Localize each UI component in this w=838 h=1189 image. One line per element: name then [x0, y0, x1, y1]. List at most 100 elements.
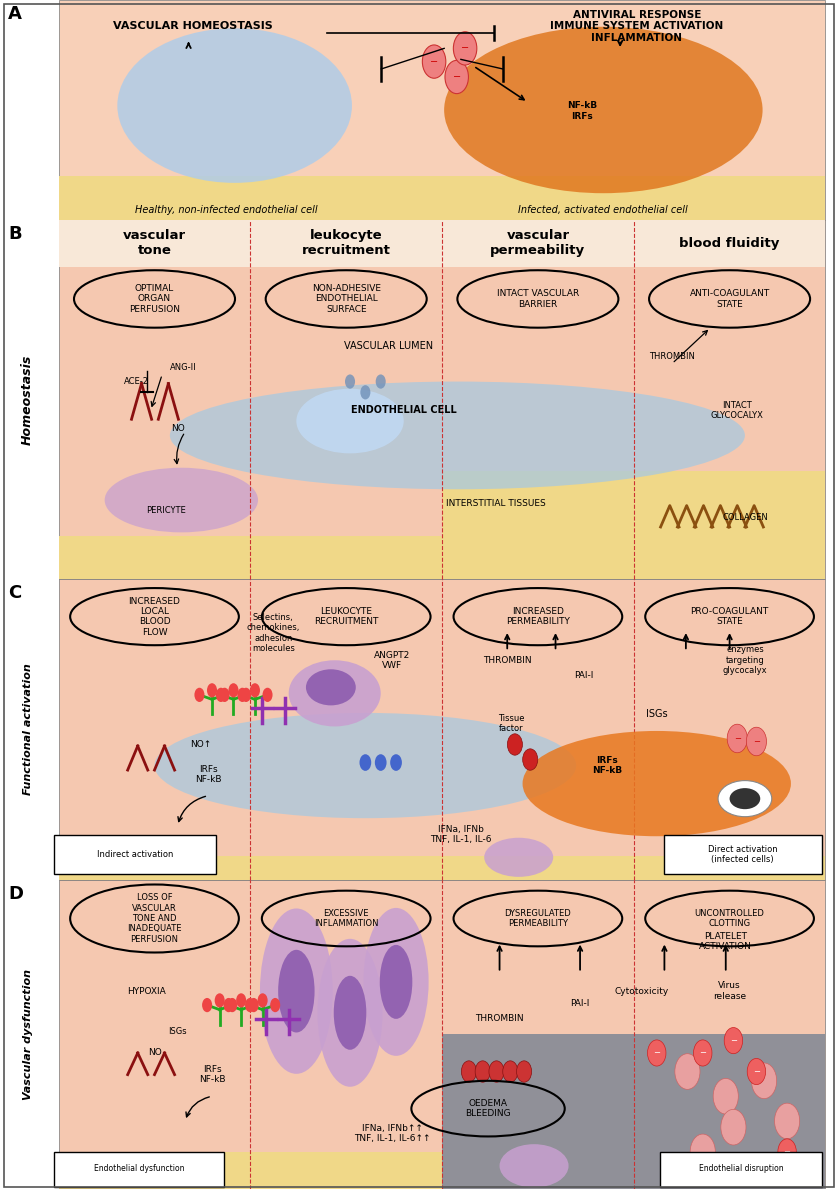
Circle shape	[763, 1157, 781, 1183]
Text: PLATELET
ACTIVATION: PLATELET ACTIVATION	[700, 932, 753, 951]
Circle shape	[503, 1061, 518, 1082]
Text: IFNa, IFNb
TNF, IL-1, IL-6: IFNa, IFNb TNF, IL-1, IL-6	[431, 825, 492, 844]
Text: HYPOXIA: HYPOXIA	[127, 987, 166, 995]
Circle shape	[747, 728, 767, 756]
Text: COLLAGEN: COLLAGEN	[722, 514, 768, 522]
Bar	[59, 579, 825, 880]
Text: PAI-I: PAI-I	[574, 671, 593, 680]
Circle shape	[270, 998, 280, 1012]
FancyBboxPatch shape	[54, 1152, 224, 1187]
Text: ANTIVIRAL RESPONSE
IMMUNE SYSTEM ACTIVATION
INFLAMMATION: ANTIVIRAL RESPONSE IMMUNE SYSTEM ACTIVAT…	[551, 10, 723, 43]
Text: INTERSTITIAL TISSUES: INTERSTITIAL TISSUES	[446, 499, 546, 508]
Text: INCREASED
PERMEABILITY: INCREASED PERMEABILITY	[506, 606, 570, 627]
Text: OPTIMAL
ORGAN
PERFUSION: OPTIMAL ORGAN PERFUSION	[129, 284, 180, 314]
Text: ISGs: ISGs	[168, 1027, 187, 1036]
Text: Virus
release: Virus release	[713, 981, 746, 1001]
Text: −: −	[453, 73, 461, 82]
Text: INTACT VASCULAR
BARRIER: INTACT VASCULAR BARRIER	[497, 289, 579, 309]
Text: −: −	[768, 1166, 775, 1175]
Text: IRFs
NF-kB: IRFs NF-kB	[195, 765, 221, 785]
Circle shape	[360, 754, 371, 770]
Circle shape	[227, 998, 237, 1012]
Text: enzymes
targeting
glycocalyx: enzymes targeting glycocalyx	[722, 646, 768, 675]
Text: THROMBIN: THROMBIN	[475, 1014, 524, 1024]
Text: −: −	[461, 43, 469, 54]
Bar	[59, 856, 825, 880]
Circle shape	[215, 993, 225, 1007]
Text: IRFs
NF-kB: IRFs NF-kB	[199, 1065, 225, 1084]
Text: Cytotoxicity: Cytotoxicity	[614, 987, 669, 995]
Circle shape	[675, 1053, 700, 1089]
Text: −: −	[753, 1067, 760, 1076]
Bar	[59, 536, 825, 579]
Text: −: −	[654, 1049, 660, 1057]
Text: −: −	[699, 1049, 706, 1057]
Circle shape	[752, 1063, 777, 1099]
Text: −: −	[784, 1147, 790, 1157]
Text: Endothelial dysfunction: Endothelial dysfunction	[94, 1164, 184, 1174]
Text: blood fluidity: blood fluidity	[680, 237, 780, 250]
Text: B: B	[8, 225, 22, 243]
Text: VASCULAR LUMEN: VASCULAR LUMEN	[344, 340, 433, 351]
Ellipse shape	[334, 976, 366, 1050]
Text: LOSS OF
VASCULAR
TONE AND
INADEQUATE
PERFUSION: LOSS OF VASCULAR TONE AND INADEQUATE PER…	[127, 893, 182, 944]
Circle shape	[241, 687, 251, 702]
Text: −: −	[753, 737, 760, 746]
Text: NO: NO	[171, 423, 184, 433]
Circle shape	[721, 1109, 746, 1145]
Circle shape	[236, 993, 246, 1007]
Circle shape	[257, 993, 267, 1007]
Text: D: D	[8, 885, 23, 902]
FancyBboxPatch shape	[660, 1152, 822, 1187]
Circle shape	[523, 749, 538, 770]
Text: Healthy, non-infected endothelial cell: Healthy, non-infected endothelial cell	[135, 206, 318, 215]
Circle shape	[391, 754, 402, 770]
Circle shape	[229, 684, 239, 698]
Text: vascular
tone: vascular tone	[123, 229, 186, 257]
Bar	[59, 0, 825, 220]
Circle shape	[360, 385, 370, 400]
Circle shape	[462, 1061, 477, 1082]
Circle shape	[220, 687, 230, 702]
Text: ENDOTHELIAL CELL: ENDOTHELIAL CELL	[351, 405, 457, 415]
Text: ISGs: ISGs	[646, 710, 668, 719]
Circle shape	[648, 1040, 666, 1067]
Text: NO↑: NO↑	[190, 740, 211, 749]
Text: Homeostasis: Homeostasis	[21, 354, 34, 445]
Text: THROMBIN: THROMBIN	[483, 656, 531, 665]
Circle shape	[727, 724, 747, 753]
Circle shape	[216, 687, 226, 702]
Text: ANTI-COAGULANT
STATE: ANTI-COAGULANT STATE	[690, 289, 770, 309]
Circle shape	[516, 1061, 531, 1082]
Ellipse shape	[484, 838, 553, 876]
Text: IFNa, IFNb↑↑
TNF, IL-1, IL-6↑↑: IFNa, IFNb↑↑ TNF, IL-1, IL-6↑↑	[354, 1124, 431, 1143]
Text: Selectins,
chemokines,
adhesion
molecules: Selectins, chemokines, adhesion molecule…	[246, 614, 300, 653]
Circle shape	[489, 1061, 504, 1082]
Circle shape	[194, 687, 204, 702]
Text: vascular
permeability: vascular permeability	[490, 229, 586, 257]
Ellipse shape	[117, 29, 352, 183]
Text: VASCULAR HOMEOSTASIS: VASCULAR HOMEOSTASIS	[113, 21, 272, 31]
Ellipse shape	[444, 27, 763, 194]
Bar	[442, 471, 825, 536]
Ellipse shape	[170, 382, 745, 490]
Text: IRFs
NF-kB: IRFs NF-kB	[592, 756, 622, 775]
Circle shape	[237, 687, 247, 702]
Text: leukocyte
recruitment: leukocyte recruitment	[302, 229, 391, 257]
Text: EXCESSIVE
INFLAMMATION: EXCESSIVE INFLAMMATION	[314, 908, 379, 929]
Bar	[59, 176, 825, 220]
Ellipse shape	[260, 908, 333, 1074]
Ellipse shape	[306, 669, 356, 705]
Circle shape	[375, 754, 386, 770]
Text: PERICYTE: PERICYTE	[146, 507, 186, 515]
Circle shape	[250, 684, 260, 698]
Text: ACE-2: ACE-2	[124, 377, 149, 386]
Ellipse shape	[499, 1144, 568, 1188]
Circle shape	[224, 998, 234, 1012]
Bar	[59, 220, 825, 266]
Circle shape	[345, 375, 355, 389]
Ellipse shape	[154, 713, 577, 818]
Text: LEUKOCYTE
RECRUITMENT: LEUKOCYTE RECRUITMENT	[314, 606, 379, 627]
Text: Direct activation
(infected cells): Direct activation (infected cells)	[708, 844, 778, 864]
Circle shape	[245, 998, 255, 1012]
